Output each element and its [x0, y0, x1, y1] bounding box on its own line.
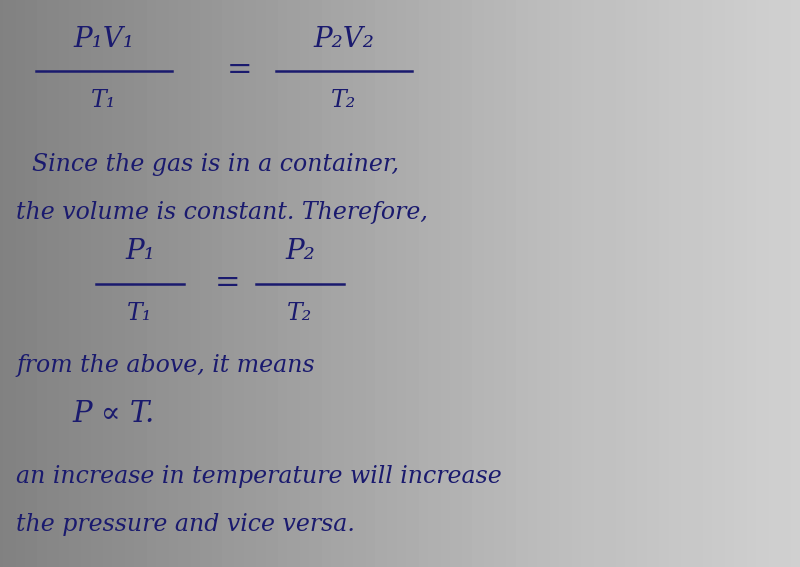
Text: T₁: T₁	[127, 302, 153, 325]
Text: T₂: T₂	[331, 89, 357, 112]
Text: from the above, it means: from the above, it means	[16, 354, 314, 377]
Text: the pressure and vice versa.: the pressure and vice versa.	[16, 513, 355, 536]
Text: the volume is constant. Therefore,: the volume is constant. Therefore,	[16, 201, 428, 224]
Text: an increase in temperature will increase: an increase in temperature will increase	[16, 465, 502, 488]
Text: =: =	[215, 268, 241, 299]
Text: P₂V₂: P₂V₂	[314, 26, 374, 53]
Text: P₂: P₂	[285, 238, 315, 265]
Text: P₁V₁: P₁V₁	[74, 26, 134, 53]
Text: P₁: P₁	[125, 238, 155, 265]
Text: P ∝ T.: P ∝ T.	[72, 400, 154, 428]
Text: T₁: T₁	[91, 89, 117, 112]
Text: Since the gas is in a container,: Since the gas is in a container,	[32, 153, 399, 176]
Text: T₂: T₂	[287, 302, 313, 325]
Text: =: =	[227, 56, 253, 86]
